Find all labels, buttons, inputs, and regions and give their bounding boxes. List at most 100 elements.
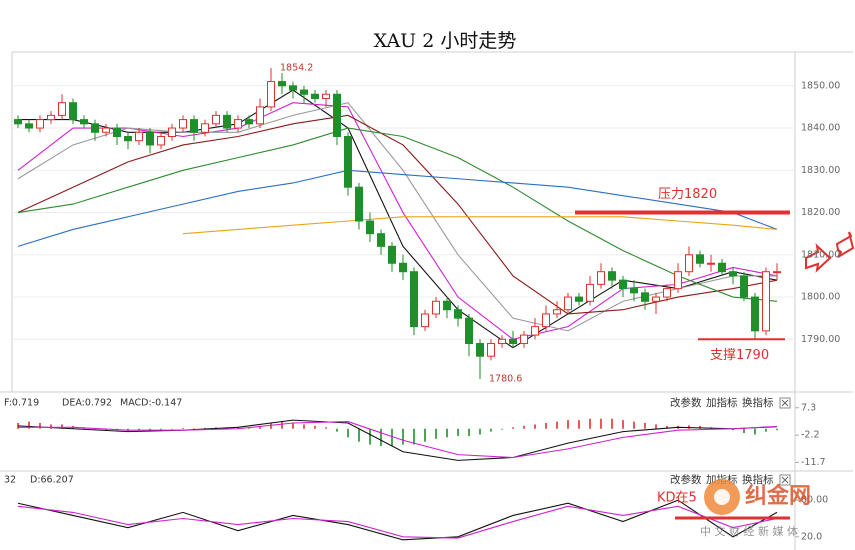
indicator-line [17,102,778,340]
candle-body [113,127,121,138]
candle-body [14,119,22,125]
indicator-line [17,127,778,302]
toolbar-button[interactable]: 改参数 [670,396,702,409]
indicator-line [17,499,778,541]
indicator-header: 32 [4,475,16,486]
candle-body [740,275,748,298]
watermark-name: 纠金网 [745,483,811,509]
indicator-line [17,114,778,315]
candle-body [586,283,594,302]
macd-bar [61,424,63,429]
macd-bar [171,428,173,430]
macd-bar [160,428,162,430]
candle-body [267,81,275,108]
candle-body [168,127,176,138]
toolbar-button[interactable]: 换指标 [742,396,774,409]
candle-body [520,334,528,345]
macd-bar [259,425,261,429]
candle-body [135,131,143,142]
candle-body [718,262,726,273]
macd-bar [776,428,778,431]
macd-bar [457,428,459,436]
macd-bar [369,428,371,445]
macd-bar [468,428,470,436]
macd-bar [523,425,525,429]
close-icon [781,476,789,484]
price-annotation: 1780.6 [489,374,522,385]
indicator-line [182,216,778,235]
candle-body [146,131,154,146]
candle-body [344,136,352,188]
candle-body [102,127,110,133]
macd-bar [237,427,239,429]
macd-bar [303,424,305,429]
macd-bar [182,427,184,429]
macd-bar [325,427,327,429]
candle-body [322,93,330,99]
candle-body [597,271,605,285]
macd-bar [358,428,360,442]
y-tick-label: -11.7 [801,457,826,468]
candle-body [729,271,737,277]
indicator-line [17,505,778,539]
candle-body [58,102,66,116]
candle-body [256,106,264,125]
toolbar-button[interactable]: 加指标 [706,396,738,409]
macd-bar [281,421,283,429]
macd-bar [424,428,426,442]
candle-body [157,136,165,146]
candle-body [69,102,77,121]
toolbar-button[interactable]: 改参数 [670,473,702,486]
macd-bar [138,428,140,431]
macd-bar [39,423,41,429]
toolbar-button[interactable]: 换指标 [742,473,774,486]
candle-body [641,292,649,302]
macd-bar [655,424,657,429]
frame [0,51,853,550]
candle-body [476,343,484,357]
macd-bar [270,423,272,429]
chart-title: XAU 2 小时走势 [374,30,517,52]
breakout-arrow [805,231,855,273]
macd-bar [754,428,756,435]
candle-body [223,114,231,129]
candle-body [685,254,693,273]
y-tick-label: -2.2 [801,430,820,441]
candle-body [696,254,704,264]
macd-bar [413,428,415,445]
candle-body [311,93,319,99]
candle-body [619,279,627,290]
close-icon [781,399,789,407]
macd-bar [490,428,492,432]
candle-body [366,220,374,235]
candle-body [36,119,44,129]
macd-bar [380,428,382,446]
candle-body [179,119,187,129]
candle-body [498,338,506,345]
macd-bar [391,428,393,446]
macd-bar [347,428,349,438]
watermark-tagline: 中 文 财 经 新 媒 体 [700,524,798,538]
macd-bar [644,423,646,429]
candle-body [388,245,396,264]
indicator-line [18,421,778,459]
macd-bar [589,418,591,429]
candle-body [773,271,781,274]
candle-body [410,271,418,328]
candle-body [278,81,286,87]
candle-body [762,271,770,332]
macd-bar [193,428,195,429]
macd-bar [732,428,734,431]
y-tick-label: 80.00 [801,495,828,506]
candle-body [707,262,715,265]
macd-bar [512,427,514,429]
y-tick-label: 7.3 [801,402,816,413]
candle-body [377,233,385,247]
macd-bar [666,425,668,429]
candle-body [333,93,341,137]
level-label: 压力1820 [658,187,717,202]
watermark-logo-inner [714,489,730,505]
macd-bar [314,425,316,429]
macd-bar [204,427,206,429]
